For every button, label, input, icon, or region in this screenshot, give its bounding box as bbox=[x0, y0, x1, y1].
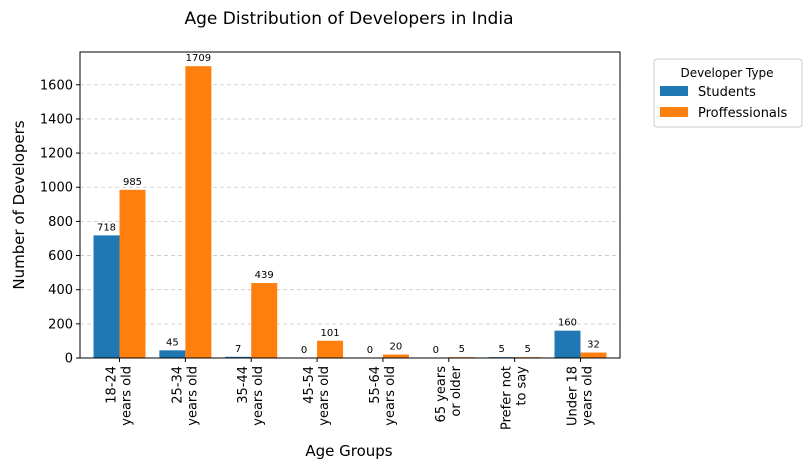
x-tick-label: 25-34years old bbox=[170, 366, 200, 426]
grid-lines bbox=[80, 84, 620, 325]
x-tick-label-line: Under 18 bbox=[565, 366, 580, 426]
x-axis: 18-24years old 25-34years old 35-44years o… bbox=[105, 358, 595, 430]
legend-label-proffessionals: Proffessionals bbox=[698, 106, 788, 121]
x-tick-label-line: to say bbox=[515, 366, 530, 406]
x-tick-label-line: 45-54 bbox=[302, 366, 317, 404]
x-tick-label-line: years old bbox=[120, 366, 135, 426]
bar-value-label: 5 bbox=[498, 344, 504, 355]
bar-students bbox=[93, 235, 120, 358]
bar-value-label: 101 bbox=[321, 328, 340, 339]
x-tick-label-line: 25-34 bbox=[170, 366, 185, 404]
legend-frame bbox=[653, 58, 803, 128]
x-tick-label-line: years old bbox=[185, 366, 200, 426]
bar-proffessionals bbox=[317, 340, 344, 358]
bar-value-label: 160 bbox=[558, 318, 577, 329]
x-tick-label-line: 65 years bbox=[434, 366, 449, 423]
x-tick-label: 55-64years old bbox=[368, 366, 398, 426]
x-tick-label-line: Prefer not bbox=[500, 366, 515, 430]
y-axis-label: Number of Developers bbox=[10, 120, 28, 289]
y-tick-label: 200 bbox=[48, 317, 73, 332]
bar-value-labels: 718 45 7 0 0 0 5 160 985 1709 439 101 20 5 5 32 bbox=[97, 53, 600, 356]
bar-value-label: 985 bbox=[123, 177, 142, 188]
x-tick-label-line: years old bbox=[383, 366, 398, 426]
x-tick-label-line: or older bbox=[449, 365, 464, 416]
bar-value-label: 0 bbox=[301, 345, 307, 356]
bar-value-label: 45 bbox=[166, 337, 179, 348]
bar-value-label: 5 bbox=[524, 344, 530, 355]
y-tick-label: 400 bbox=[48, 283, 73, 298]
x-tick-label-line: 18-24 bbox=[105, 366, 120, 404]
x-tick-label: Prefer notto say bbox=[500, 366, 530, 430]
y-tick-label: 1600 bbox=[40, 78, 73, 93]
y-tick-label: 1400 bbox=[40, 112, 73, 127]
y-tick-label: 600 bbox=[48, 249, 73, 264]
legend: Developer Type Students Proffessionals bbox=[653, 58, 803, 128]
legend-swatch-students bbox=[660, 86, 688, 96]
bar-value-label: 20 bbox=[390, 342, 403, 353]
legend-label-students: Students bbox=[698, 85, 756, 100]
bar-value-label: 0 bbox=[367, 345, 373, 356]
bar-proffessionals bbox=[119, 189, 146, 358]
x-tick-label-line: 35-44 bbox=[236, 366, 251, 404]
y-tick-label: 0 bbox=[65, 352, 73, 367]
bars bbox=[93, 66, 607, 359]
bar-value-label: 0 bbox=[433, 345, 439, 356]
bar-value-label: 7 bbox=[235, 344, 241, 355]
bar-proffessionals bbox=[580, 352, 607, 358]
bar-value-label: 718 bbox=[97, 222, 116, 233]
legend-title: Developer Type bbox=[680, 66, 773, 80]
y-tick-label: 800 bbox=[48, 215, 73, 230]
bar-proffessionals bbox=[382, 354, 409, 358]
y-axis: 0 200 400 600 800 1000 1200 1400 1600 bbox=[40, 78, 80, 367]
bar-proffessionals bbox=[251, 283, 278, 358]
bar-value-label: 439 bbox=[255, 270, 274, 281]
x-tick-label: 45-54years old bbox=[302, 366, 332, 426]
x-tick-label-line: years old bbox=[251, 366, 266, 426]
bar-students bbox=[225, 356, 252, 358]
chart-title: Age Distribution of Developers in India bbox=[185, 9, 514, 29]
x-tick-label-line: 55-64 bbox=[368, 366, 383, 404]
legend-swatch-proffessionals bbox=[660, 107, 688, 117]
bar-students bbox=[159, 350, 186, 358]
y-tick-label: 1000 bbox=[40, 181, 73, 196]
bar-students bbox=[554, 330, 581, 358]
y-tick-label: 1200 bbox=[40, 147, 73, 162]
x-tick-label: 35-44years old bbox=[236, 366, 266, 426]
bar-value-label: 32 bbox=[587, 340, 600, 351]
bar-value-label: 1709 bbox=[186, 53, 211, 64]
x-tick-label-line: years old bbox=[580, 366, 595, 426]
x-axis-label: Age Groups bbox=[305, 442, 392, 460]
x-tick-label: Under 18years old bbox=[565, 366, 595, 426]
plot-frame bbox=[79, 51, 621, 359]
x-tick-label-line: years old bbox=[317, 366, 332, 426]
bar-proffessionals bbox=[185, 66, 212, 359]
bar-value-label: 5 bbox=[459, 344, 465, 355]
x-tick-label: 65 yearsor older bbox=[434, 365, 464, 422]
x-tick-label: 18-24years old bbox=[105, 366, 135, 426]
